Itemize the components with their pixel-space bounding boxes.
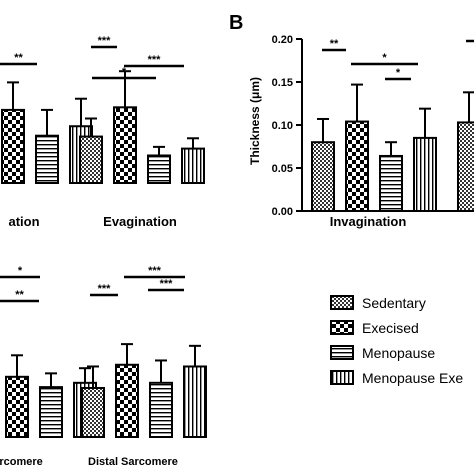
legend-label: Menopause bbox=[362, 345, 435, 361]
y-tick-label: 0.20 bbox=[272, 34, 293, 46]
y-tick-label: 0.15 bbox=[272, 77, 293, 89]
significance-label: ** bbox=[14, 52, 23, 64]
bar-bottom_left-0-1 bbox=[5, 375, 29, 438]
significance-label: * bbox=[122, 66, 127, 78]
y-tick-label: 0.10 bbox=[272, 120, 293, 132]
significance-label: *** bbox=[148, 265, 162, 277]
legend-label: Execised bbox=[362, 320, 419, 336]
bar-top_right-0-1 bbox=[345, 120, 369, 212]
bar-bottom_left-0-2 bbox=[39, 386, 63, 438]
bar-top_left-1-2 bbox=[147, 154, 171, 184]
legend-swatch-vlines bbox=[330, 370, 354, 385]
category-label: ation bbox=[8, 214, 39, 229]
bar-bottom_left-1-1 bbox=[115, 363, 139, 439]
significance-label: * bbox=[396, 67, 401, 79]
bar-top_right-1-0 bbox=[457, 121, 474, 212]
category-label: Invagination bbox=[330, 214, 407, 229]
y-tick-label: 0.05 bbox=[272, 163, 293, 175]
panel-label-b: B bbox=[229, 12, 243, 34]
legend-swatch-hlines bbox=[330, 345, 354, 360]
legend-swatch-dots bbox=[330, 295, 354, 310]
legend-label: Menopause Exe bbox=[362, 370, 463, 386]
bar-top_right-0-2 bbox=[379, 154, 403, 213]
bar-top_left-1-0 bbox=[79, 135, 103, 184]
significance-label: *** bbox=[160, 278, 174, 290]
significance-label: * bbox=[18, 265, 23, 277]
bar-top_right-0-3 bbox=[413, 136, 437, 212]
bar-bottom_left-1-3 bbox=[183, 365, 207, 439]
legend-label: Sedentary bbox=[362, 295, 426, 311]
legend-swatch-checker bbox=[330, 320, 354, 335]
significance-label: * bbox=[382, 52, 387, 64]
bar-bottom_left-1-0 bbox=[81, 386, 105, 439]
bar-bottom_left-1-2 bbox=[149, 381, 173, 439]
bar-top_left-1-1 bbox=[113, 106, 137, 184]
category-label: Distal Sarcomere bbox=[88, 456, 178, 468]
bar-top_right-0-0 bbox=[311, 141, 335, 212]
legend: Sedentary Execised Menopause Menopause Exe bbox=[330, 295, 463, 386]
y-axis-label: Thickness (μm) bbox=[248, 77, 262, 165]
labels-layer: ation Evagination*********0.000.050.100.1… bbox=[0, 34, 406, 468]
category-label: Evagination bbox=[103, 214, 177, 229]
significance-label: *** bbox=[148, 54, 162, 66]
significance-label: ** bbox=[15, 289, 24, 301]
significance-label: *** bbox=[98, 283, 112, 295]
bar-top_left-0-1 bbox=[1, 108, 25, 184]
bar-top_left-1-3 bbox=[181, 147, 205, 185]
category-label: arcomere bbox=[0, 456, 43, 468]
y-tick-label: 0.00 bbox=[272, 206, 293, 218]
significance-label: *** bbox=[98, 35, 112, 47]
bars-layer bbox=[0, 38, 474, 439]
significance-label: ** bbox=[330, 38, 339, 50]
bar-top_left-0-2 bbox=[35, 134, 59, 184]
